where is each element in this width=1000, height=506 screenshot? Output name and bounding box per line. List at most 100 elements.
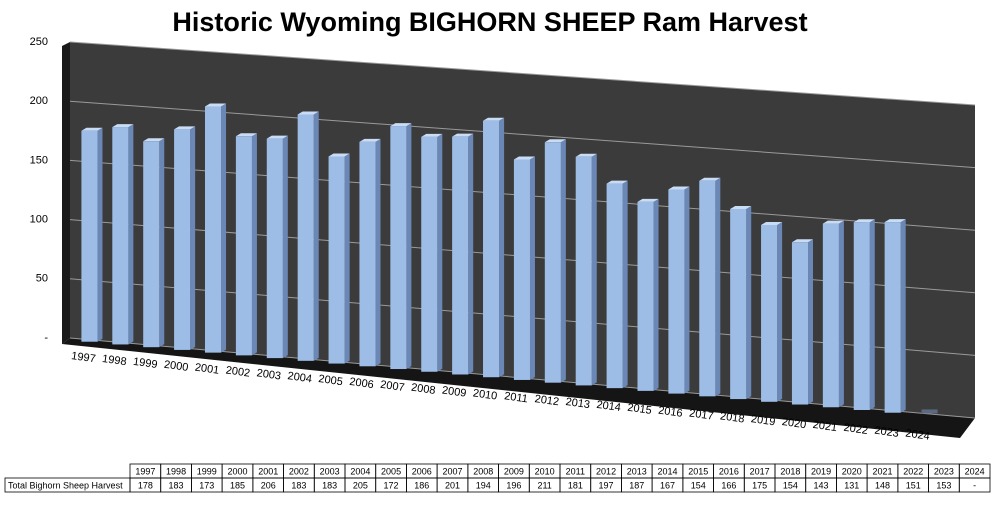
bar-top	[637, 198, 659, 202]
bar-side	[282, 135, 288, 359]
bar	[359, 141, 376, 367]
bar	[421, 136, 438, 372]
bar-top	[266, 135, 288, 139]
chart-title: Historic Wyoming BIGHORN SHEEP Ram Harve…	[172, 7, 807, 37]
x-tick-label: 2013	[565, 396, 591, 411]
x-tick-label: 2000	[163, 359, 189, 374]
bar	[112, 127, 129, 345]
bar-top	[668, 186, 690, 190]
y-tick-label: 200	[30, 95, 48, 107]
bar-side	[159, 138, 165, 348]
table-year: 2009	[504, 466, 524, 476]
bar-side	[838, 220, 844, 408]
series-name: Total Bighorn Sheep Harvest	[8, 480, 123, 490]
y-tick-label: 100	[30, 214, 48, 226]
table-year: 2010	[535, 466, 555, 476]
table-value: 206	[261, 480, 276, 490]
x-tick-label: 2021	[812, 419, 838, 434]
bar	[81, 130, 98, 342]
table-value: 194	[476, 480, 491, 490]
bar	[791, 242, 809, 405]
x-tick-label: 2012	[534, 393, 560, 408]
bar-side	[128, 124, 134, 345]
table-year: 2012	[596, 466, 616, 476]
table-year: 2020	[842, 466, 862, 476]
table-year: 1997	[135, 466, 155, 476]
table-value: 211	[537, 480, 551, 490]
table-year: 1999	[197, 466, 217, 476]
bar-top	[730, 205, 752, 209]
table-value: 183	[291, 480, 306, 490]
table-year: 2018	[780, 466, 800, 476]
floor	[62, 338, 975, 438]
table-year: 2019	[811, 466, 831, 476]
bar-side	[375, 138, 381, 367]
x-tick-label: 2010	[472, 387, 498, 402]
bar	[174, 129, 191, 350]
table-value: 201	[445, 480, 460, 490]
bar-top	[112, 124, 134, 128]
x-tick-label: 1999	[132, 356, 158, 371]
table-year: 2005	[381, 466, 401, 476]
x-tick-label: 2009	[441, 384, 467, 399]
table-year: 2013	[627, 466, 647, 476]
side-wall	[62, 42, 70, 344]
table-value: 173	[199, 480, 214, 490]
bar-top	[853, 219, 875, 223]
table-value: -	[973, 480, 976, 490]
table-value: 148	[875, 480, 890, 490]
bar-top	[359, 138, 381, 142]
table-value: 131	[844, 480, 859, 490]
table-year: 2011	[566, 466, 585, 476]
bar-top	[575, 153, 597, 157]
table-year: 2016	[719, 466, 739, 476]
x-tick-label: 2014	[596, 399, 622, 414]
x-tick-label: 2002	[225, 364, 251, 379]
bar-side	[622, 180, 628, 389]
table-value: 187	[629, 480, 644, 490]
bar	[822, 223, 839, 408]
table-value: 181	[568, 480, 583, 490]
bar-top	[235, 133, 257, 137]
table-year: 2006	[412, 466, 432, 476]
table-value: 183	[322, 480, 337, 490]
bar-top	[297, 111, 319, 115]
bar-side	[97, 127, 103, 342]
table-value: 172	[384, 480, 399, 490]
bar-side	[653, 198, 659, 391]
x-tick-label: 2019	[750, 413, 776, 428]
bar-top	[761, 221, 783, 225]
table-value: 154	[691, 480, 706, 490]
table-value: 153	[936, 480, 951, 490]
table-year: 2022	[903, 466, 923, 476]
bar	[606, 183, 623, 389]
bar-side	[900, 219, 906, 413]
table-value: 185	[230, 480, 245, 490]
table-year: 2014	[657, 466, 677, 476]
bar-side	[406, 123, 412, 370]
bar	[761, 224, 778, 402]
y-tick-label: -	[44, 332, 48, 344]
bar-side	[251, 133, 257, 356]
bar-side	[591, 153, 597, 386]
bar-top	[544, 139, 566, 143]
bar-top	[791, 239, 814, 243]
bar-side	[684, 186, 690, 394]
bar	[452, 136, 469, 375]
bar	[328, 156, 345, 364]
bar-top	[390, 123, 412, 127]
table-year: 2015	[688, 466, 708, 476]
grid-line	[69, 41, 976, 106]
bar	[483, 120, 500, 378]
table-value: 143	[814, 480, 829, 490]
table-year: 2000	[227, 466, 247, 476]
table-year: 1998	[166, 466, 186, 476]
table-value: 166	[721, 480, 736, 490]
x-tick-label: 1997	[71, 350, 97, 365]
bar	[235, 136, 252, 356]
x-tick-label: 2004	[287, 370, 313, 385]
table-value: 197	[599, 480, 614, 490]
y-tick-label: 150	[30, 154, 48, 166]
table-year: 2004	[350, 466, 370, 476]
table-value: 175	[752, 480, 767, 490]
